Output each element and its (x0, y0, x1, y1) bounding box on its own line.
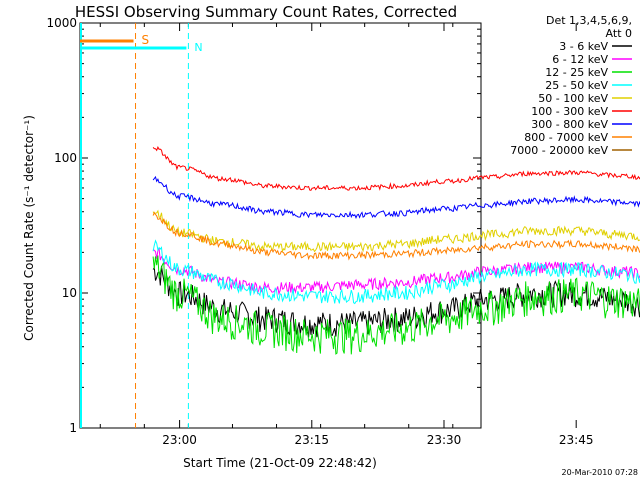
y-tick-label: 100 (54, 151, 77, 165)
legend-label: 50 - 100 keV (538, 92, 608, 105)
legend-label: 3 - 6 keV (559, 40, 608, 53)
x-tick-label: 23:15 (294, 433, 329, 447)
plot-frame (79, 22, 482, 429)
legend-header-line-1: Det 1,3,4,5,6,9, (546, 14, 632, 27)
y-tick-label: 10 (62, 286, 77, 300)
x-axis-label: Start Time (21-Oct-09 22:48:42) (183, 456, 377, 470)
series-line (152, 209, 640, 253)
legend-label: 100 - 300 keV (531, 105, 608, 118)
y-tick-label: 1000 (46, 16, 77, 30)
x-tick-label: 23:45 (559, 433, 594, 447)
footer-timestamp: 20-Mar-2010 07:28 (562, 468, 639, 477)
legend-label: 7000 - 20000 keV (510, 144, 608, 157)
legend-header-line-2: Att 0 (606, 27, 632, 40)
legend-label: 800 - 7000 keV (524, 131, 608, 144)
series-line (152, 265, 640, 338)
saa-marker-label: S (142, 33, 150, 47)
legend-label: 300 - 800 keV (531, 118, 608, 131)
x-tick-label: 23:00 (162, 433, 197, 447)
legend-label: 12 - 25 keV (545, 66, 608, 79)
legend-label: 6 - 12 keV (552, 53, 608, 66)
y-axis-label: Corrected Count Rate (s⁻¹ detector⁻¹) (22, 115, 36, 341)
series-line (152, 247, 640, 296)
night-marker-label: N (194, 41, 202, 54)
series-line (152, 175, 640, 219)
x-tick-label: 23:30 (427, 433, 462, 447)
series-lines (152, 146, 640, 355)
y-axis: 1 10 100 1000 (46, 16, 481, 435)
y-tick-label: 1 (69, 421, 77, 435)
series-line (152, 146, 640, 191)
saa-night-bands: SN (80, 23, 203, 428)
series-line (152, 211, 640, 261)
chart-title: HESSI Observing Summary Count Rates, Cor… (75, 3, 457, 21)
series-line (152, 255, 640, 355)
series-line (152, 239, 640, 305)
legend-label: 25 - 50 keV (545, 79, 608, 92)
